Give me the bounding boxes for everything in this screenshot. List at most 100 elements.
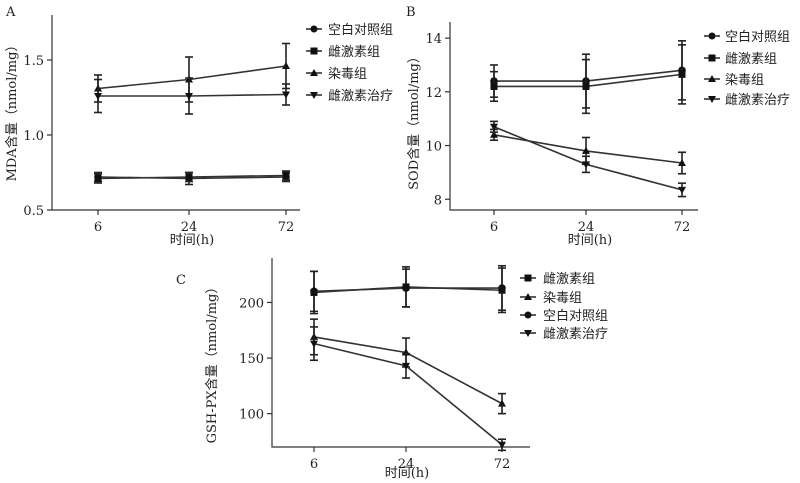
panel-b-x-axis-title: 时间(h)	[568, 233, 613, 248]
y-tick-label: 150	[239, 352, 264, 367]
legend-square-marker	[524, 274, 532, 282]
y-tick-label: 12	[425, 86, 442, 101]
legend-item: 雌激素组	[520, 271, 595, 287]
y-tick-label: 100	[239, 408, 264, 423]
y-tick-label: 14	[425, 32, 442, 47]
y-tick-label: 200	[239, 296, 264, 311]
legend-item: 雌激素治疗	[704, 92, 790, 108]
panel-c-x-axis-title: 时间(h)	[385, 466, 430, 481]
x-tick-label: 72	[674, 220, 691, 235]
legend-item: 雌激素治疗	[520, 326, 608, 342]
legend-item: 雌激素组	[704, 51, 777, 67]
series-line	[313, 342, 503, 446]
legend-circle-marker	[524, 311, 532, 319]
legend-square-marker	[708, 54, 716, 62]
data-point-square	[185, 173, 193, 181]
data-point-triangle-down	[402, 362, 410, 370]
legend-triangle-down-marker	[524, 330, 532, 337]
legend-item: 空白对照组	[704, 29, 790, 45]
data-point-circle	[402, 284, 410, 292]
x-tick-label: 72	[278, 220, 295, 235]
panel-c-legend: 雌激素组 染毒组 空白对照组 雌激素治疗	[520, 271, 608, 342]
panel-a-label: A	[5, 5, 16, 20]
legend-label: 染毒组	[328, 67, 367, 82]
series-line	[313, 336, 503, 405]
panel-b-label: B	[406, 5, 416, 20]
data-point-triangle-down	[490, 123, 498, 131]
data-point-triangle-down	[282, 91, 290, 99]
legend-label: 染毒组	[725, 73, 764, 88]
y-tick-label: 1.5	[23, 54, 44, 69]
panel-b-legend: 空白对照组 雌激素组 染毒组 雌激素治疗	[704, 29, 790, 108]
legend-item: 空白对照组	[306, 22, 393, 38]
data-point-circle	[498, 284, 506, 292]
data-point-triangle-up	[582, 146, 590, 154]
panel-b-y-axis-title: SOD含量（nmol/mg）	[406, 50, 422, 190]
x-tick-label: 24	[398, 457, 415, 472]
data-point-triangle-down	[185, 93, 193, 100]
legend-label: 雌激素组	[543, 271, 595, 287]
data-point-square	[678, 70, 686, 78]
legend-triangle-up-marker	[524, 293, 532, 300]
y-tick-label: 0.5	[23, 204, 44, 219]
legend-label: 空白对照组	[328, 22, 393, 38]
legend-label: 染毒组	[543, 291, 582, 306]
y-tick-label: 8	[434, 193, 442, 208]
panel-c-axes	[271, 258, 530, 448]
legend-triangle-down-marker	[310, 92, 318, 99]
legend-item: 染毒组	[704, 73, 764, 88]
legend-triangle-up-marker	[708, 75, 716, 82]
legend-item: 染毒组	[306, 67, 367, 82]
x-tick-label: 24	[181, 220, 198, 235]
data-point-triangle-down	[498, 441, 506, 449]
chart-panel-c: C GSH-PX含量（nmol/mg） 时间(h) 雌激素组 染毒组 空白对照组	[176, 258, 608, 481]
data-point-circle	[310, 287, 318, 296]
legend-label: 雌激素组	[725, 51, 777, 67]
legend-item: 染毒组	[520, 291, 582, 306]
x-tick-label: 6	[490, 220, 498, 235]
data-point-triangle-down	[310, 340, 318, 348]
data-point-triangle-down	[582, 161, 590, 169]
legend-label: 雌激素治疗	[725, 92, 790, 108]
legend-triangle-up-marker	[310, 69, 318, 76]
data-point-square	[490, 82, 498, 90]
data-point-triangle-up	[490, 130, 498, 138]
chart-panel-b: B SOD含量（nmol/mg） 时间(h) 空白对照组 雌激素组 染毒组	[406, 5, 790, 248]
data-point-square	[94, 175, 102, 182]
legend-square-marker	[310, 47, 318, 55]
legend-circle-marker	[310, 25, 318, 33]
legend-label: 空白对照组	[725, 29, 790, 45]
data-point-triangle-up	[282, 62, 290, 69]
panel-a-axes	[51, 15, 300, 211]
legend-item: 空白对照组	[520, 308, 608, 324]
x-tick-label: 6	[94, 220, 102, 235]
legend-item: 雌激素组	[306, 44, 380, 60]
data-point-square	[282, 172, 290, 179]
legend-triangle-down-marker	[708, 96, 716, 103]
data-point-square	[582, 82, 590, 90]
chart-panel-a: A MDA含量（nmol/mg） 时间(h) 空白对照组 雌激素组 染毒组	[4, 5, 393, 248]
panel-a-legend: 空白对照组 雌激素组 染毒组 雌激素治疗	[306, 22, 393, 104]
legend-label: 雌激素治疗	[543, 326, 608, 342]
legend-label: 雌激素组	[328, 44, 380, 60]
panel-c-label: C	[176, 273, 186, 288]
data-point-triangle-down	[678, 186, 686, 194]
series-line	[493, 126, 683, 191]
panel-a-x-axis-title: 时间(h)	[170, 233, 215, 248]
legend-item: 雌激素治疗	[306, 88, 393, 104]
panel-c-y-axis-title: GSH-PX含量（nmol/mg）	[204, 281, 220, 444]
y-tick-label: 10	[425, 140, 442, 155]
legend-label: 空白对照组	[543, 308, 608, 324]
data-point-triangle-up	[678, 159, 686, 166]
x-tick-label: 24	[578, 220, 595, 235]
legend-circle-marker	[708, 32, 716, 40]
panel-b-axes	[449, 22, 698, 211]
y-tick-label: 1.0	[23, 129, 44, 144]
data-point-triangle-up	[498, 399, 506, 407]
x-tick-label: 6	[310, 457, 318, 472]
data-point-triangle-down	[94, 93, 102, 100]
x-tick-label: 72	[494, 457, 511, 472]
legend-label: 雌激素治疗	[328, 88, 393, 104]
panel-a-y-axis-title: MDA含量（nmol/mg）	[4, 39, 20, 182]
